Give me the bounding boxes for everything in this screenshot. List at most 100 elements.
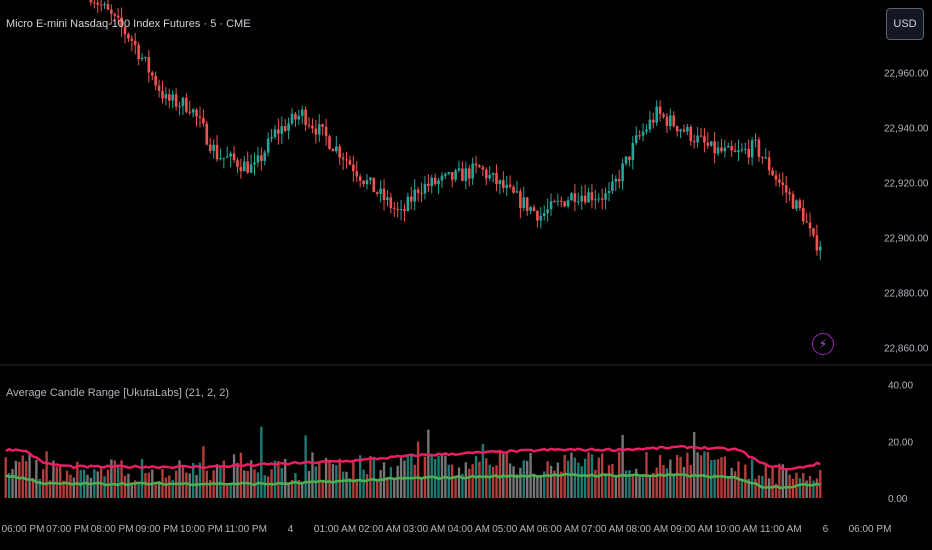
candle — [594, 189, 597, 210]
range-bar — [164, 477, 168, 498]
range-bar — [369, 455, 372, 498]
candle — [709, 140, 713, 147]
range-bar — [573, 457, 577, 498]
time-axis-label: 07:00 AM — [581, 524, 623, 535]
candle — [519, 188, 522, 219]
range-bar — [134, 480, 137, 498]
range-bar — [386, 479, 389, 498]
range-bar — [266, 476, 270, 498]
candle — [505, 176, 509, 196]
candle — [464, 161, 468, 190]
range-bar — [416, 441, 420, 498]
candle — [771, 167, 774, 177]
candle — [747, 139, 751, 165]
candle — [413, 179, 416, 211]
range-bar — [577, 462, 580, 498]
candle — [651, 112, 655, 129]
candle — [106, 0, 110, 11]
candle — [750, 136, 754, 166]
range-bar — [113, 460, 116, 498]
range-bar — [488, 464, 491, 498]
range-bar — [447, 464, 450, 498]
candle — [607, 182, 611, 202]
candle — [168, 88, 171, 109]
range-bar — [260, 426, 263, 498]
range-bar — [273, 460, 277, 498]
candle — [805, 213, 808, 223]
range-bar — [96, 471, 99, 498]
candle — [198, 106, 202, 128]
candle — [737, 139, 740, 162]
range-bar — [539, 475, 543, 498]
candle — [382, 179, 386, 211]
lightning-bolt-icon[interactable]: ⚡ — [812, 333, 834, 355]
candle — [819, 240, 822, 260]
candle — [628, 156, 631, 167]
candle — [733, 142, 737, 153]
price-axis-label: 22,900.00 — [884, 233, 929, 244]
candle — [529, 205, 532, 215]
candle — [488, 165, 491, 181]
candle — [740, 143, 744, 153]
candle — [130, 35, 134, 52]
range-bar — [583, 458, 587, 498]
candle — [178, 101, 181, 116]
range-bar — [740, 478, 744, 498]
candle — [437, 177, 440, 194]
range-bar — [62, 480, 65, 498]
candle — [556, 193, 560, 207]
price-pane[interactable] — [89, 0, 822, 260]
candle — [410, 186, 413, 210]
candle — [389, 192, 393, 214]
range-bar — [536, 475, 539, 498]
candle — [566, 196, 570, 209]
candle — [580, 185, 584, 211]
range-bar — [277, 460, 280, 498]
range-bar — [157, 481, 161, 498]
candle — [352, 155, 355, 182]
range-bar — [522, 460, 525, 498]
candle — [587, 187, 590, 203]
candle — [621, 158, 624, 190]
range-bar — [553, 470, 556, 498]
range-bar — [461, 473, 464, 498]
candle — [498, 179, 502, 195]
candle — [338, 144, 342, 166]
price-axis-label: 22,940.00 — [884, 124, 929, 135]
range-bar — [362, 469, 365, 498]
time-axis-label: 10:00 PM — [180, 524, 223, 535]
candle — [314, 120, 318, 144]
range-bar — [682, 466, 686, 498]
time-axis[interactable]: 06:00 PM 07:00 PM 08:00 PM 09:00 PM 10:00 PM… — [2, 524, 892, 535]
candle — [491, 172, 495, 183]
range-bar — [648, 474, 652, 498]
range-bar — [457, 467, 461, 498]
range-bar — [209, 479, 212, 498]
range-bar — [468, 468, 471, 498]
range-bar — [103, 476, 106, 498]
candle — [546, 198, 549, 222]
range-bar — [556, 462, 560, 498]
range-bar — [328, 459, 331, 498]
range-bar — [72, 477, 76, 498]
candle — [260, 147, 263, 171]
indicator-axis[interactable]: 40.00 20.00 0.00 — [888, 381, 913, 505]
symbol-title: Micro E-mini Nasdaq-100 Index Futures · … — [6, 18, 251, 30]
candle — [815, 224, 819, 256]
currency-button[interactable]: USD — [886, 8, 924, 40]
range-bar — [543, 471, 546, 498]
price-axis-label: 22,960.00 — [884, 69, 929, 80]
candle — [123, 23, 127, 44]
price-axis[interactable]: 22,960.00 22,940.00 22,920.00 22,900.00 22,8… — [884, 69, 929, 355]
candle — [781, 172, 785, 196]
range-bar — [590, 454, 594, 498]
range-bar — [52, 460, 55, 498]
range-bar — [805, 480, 808, 498]
candle — [236, 157, 239, 174]
range-bar — [215, 464, 219, 498]
candle — [157, 79, 161, 98]
candle — [433, 173, 437, 187]
candle — [294, 111, 297, 127]
range-bar — [413, 464, 416, 498]
